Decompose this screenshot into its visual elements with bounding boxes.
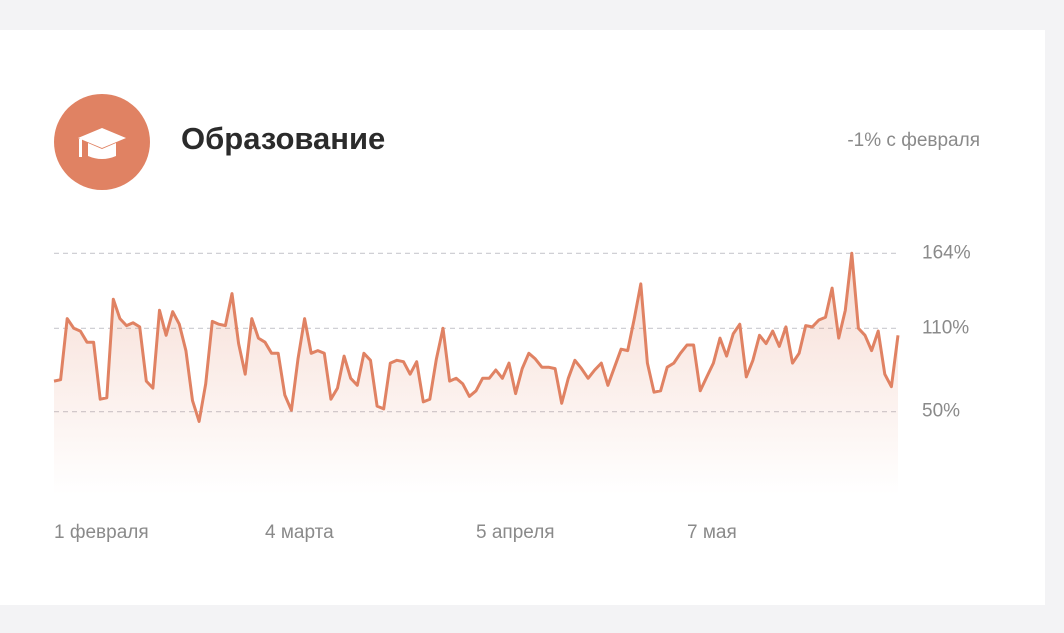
x-tick-label: 1 февраля — [54, 522, 149, 543]
y-tick-label: 110% — [922, 317, 969, 338]
area-fill — [54, 253, 898, 495]
title: Образование — [181, 121, 385, 156]
y-tick-label: 164% — [922, 242, 971, 263]
card — [0, 30, 1045, 605]
x-tick-label: 7 мая — [687, 522, 737, 543]
line — [53, 251, 900, 423]
y-tick-label: 50% — [922, 401, 960, 422]
subtitle: -1% с февраля — [847, 130, 980, 151]
x-tick-label: 5 апреля — [476, 522, 555, 543]
cap-icon — [78, 128, 126, 159]
x-tick-label: 4 марта — [265, 522, 334, 543]
